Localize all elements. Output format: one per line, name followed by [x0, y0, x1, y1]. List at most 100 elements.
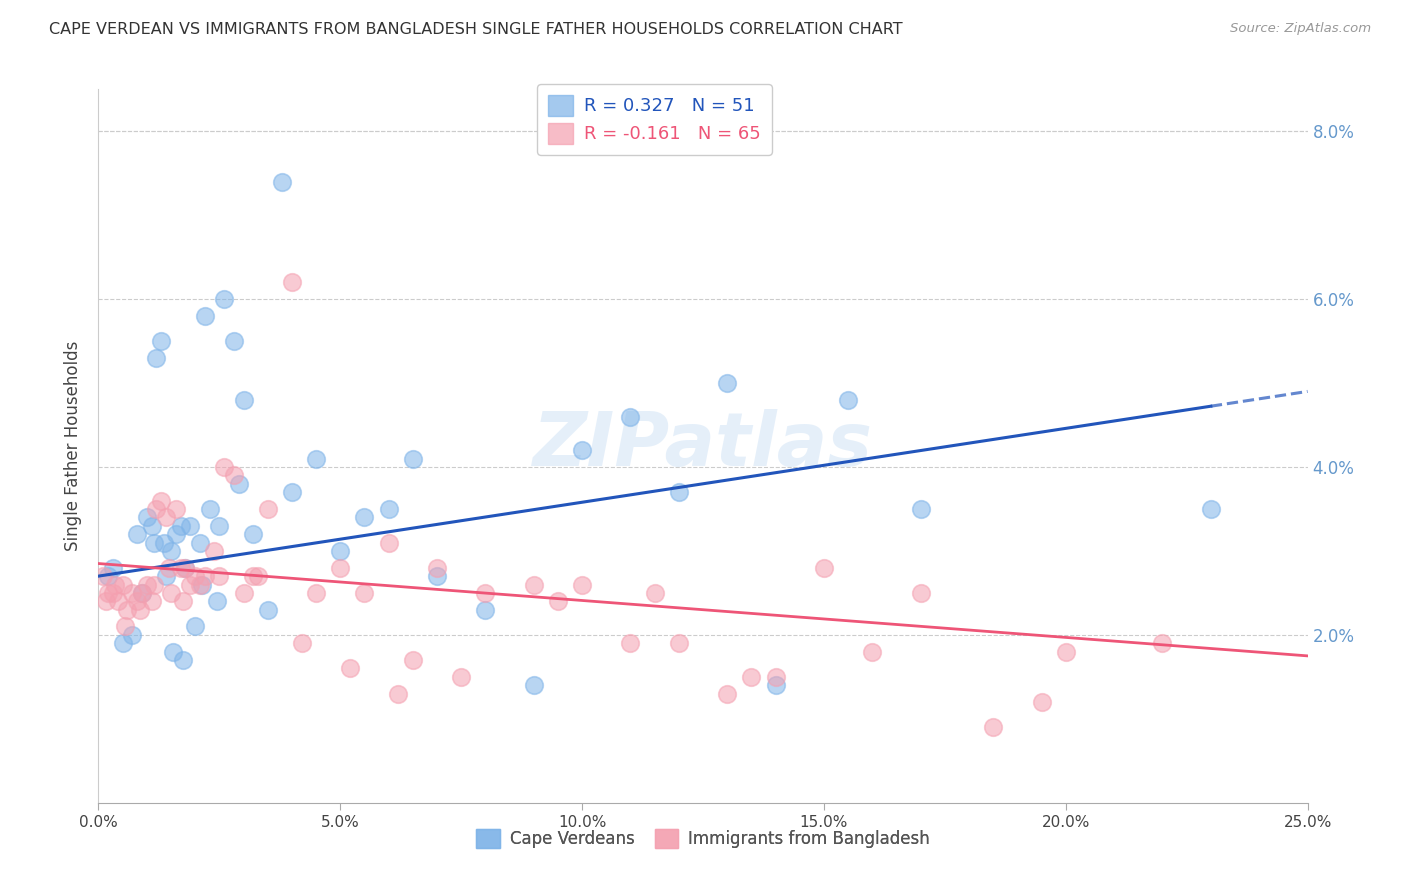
Point: [127, 594, 149, 608]
Point: [104, 577, 127, 591]
Point: [765, 678, 787, 692]
Point: [329, 544, 352, 558]
Point: [128, 603, 150, 617]
Point: [184, 619, 207, 633]
Point: [191, 577, 214, 591]
Point: [1054, 645, 1077, 659]
Point: [135, 510, 157, 524]
Point: [212, 460, 235, 475]
Point: [198, 502, 221, 516]
Point: [107, 594, 129, 608]
Text: Source: ZipAtlas.com: Source: ZipAtlas.com: [1230, 22, 1371, 36]
Point: [194, 569, 217, 583]
Point: [141, 594, 163, 608]
Point: [143, 577, 166, 591]
Legend: Cape Verdeans, Immigrants from Bangladesh: Cape Verdeans, Immigrants from Banglades…: [470, 822, 936, 855]
Point: [155, 569, 177, 583]
Point: [668, 636, 690, 650]
Point: [329, 560, 352, 574]
Point: [474, 603, 496, 617]
Point: [97, 569, 120, 583]
Point: [281, 485, 304, 500]
Y-axis label: Single Father Households: Single Father Households: [65, 341, 83, 551]
Point: [127, 527, 149, 541]
Point: [765, 670, 787, 684]
Point: [353, 510, 375, 524]
Point: [644, 586, 666, 600]
Point: [402, 653, 425, 667]
Point: [111, 636, 134, 650]
Point: [256, 603, 278, 617]
Point: [426, 569, 449, 583]
Point: [387, 687, 409, 701]
Point: [910, 586, 932, 600]
Point: [474, 586, 496, 600]
Point: [740, 670, 762, 684]
Point: [716, 687, 738, 701]
Point: [571, 443, 593, 458]
Point: [160, 586, 183, 600]
Point: [179, 518, 201, 533]
Point: [169, 518, 191, 533]
Point: [271, 175, 294, 189]
Point: [111, 577, 134, 591]
Point: [1152, 636, 1174, 650]
Point: [377, 502, 399, 516]
Point: [212, 292, 235, 306]
Point: [305, 586, 328, 600]
Point: [204, 544, 226, 558]
Point: [143, 535, 166, 549]
Point: [523, 577, 546, 591]
Point: [157, 560, 180, 574]
Point: [155, 510, 177, 524]
Point: [232, 392, 254, 407]
Point: [1199, 502, 1222, 516]
Point: [222, 468, 245, 483]
Point: [228, 476, 250, 491]
Text: ZIPatlas: ZIPatlas: [533, 409, 873, 483]
Point: [339, 661, 361, 675]
Point: [91, 569, 114, 583]
Point: [716, 376, 738, 390]
Point: [450, 670, 472, 684]
Point: [242, 527, 264, 541]
Point: [619, 409, 641, 424]
Point: [837, 392, 859, 407]
Point: [205, 594, 228, 608]
Point: [547, 594, 569, 608]
Point: [101, 586, 124, 600]
Point: [668, 485, 690, 500]
Point: [179, 577, 201, 591]
Point: [402, 451, 425, 466]
Point: [165, 502, 187, 516]
Point: [145, 351, 167, 365]
Point: [208, 569, 231, 583]
Point: [172, 653, 194, 667]
Point: [813, 560, 835, 574]
Point: [377, 535, 399, 549]
Point: [135, 577, 157, 591]
Point: [194, 309, 217, 323]
Point: [619, 636, 641, 650]
Point: [121, 586, 143, 600]
Point: [290, 636, 312, 650]
Point: [910, 502, 932, 516]
Point: [1031, 695, 1053, 709]
Point: [131, 586, 153, 600]
Point: [117, 603, 139, 617]
Point: [94, 594, 117, 608]
Point: [256, 502, 278, 516]
Point: [145, 502, 167, 516]
Point: [174, 560, 197, 574]
Point: [162, 645, 184, 659]
Point: [188, 535, 211, 549]
Point: [232, 586, 254, 600]
Point: [172, 594, 194, 608]
Point: [426, 560, 449, 574]
Point: [222, 334, 245, 348]
Point: [160, 544, 183, 558]
Point: [150, 334, 173, 348]
Point: [174, 560, 197, 574]
Point: [208, 518, 231, 533]
Point: [101, 560, 124, 574]
